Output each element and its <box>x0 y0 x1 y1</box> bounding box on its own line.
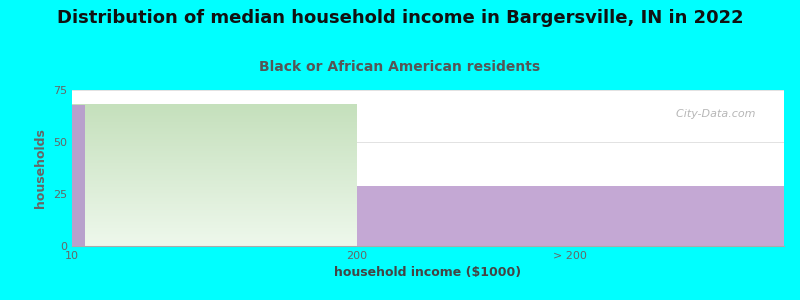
Text: Black or African American residents: Black or African American residents <box>259 60 541 74</box>
Bar <box>357 186 784 246</box>
X-axis label: household income ($1000): household income ($1000) <box>334 266 522 279</box>
Y-axis label: households: households <box>34 128 47 208</box>
Text: Distribution of median household income in Bargersville, IN in 2022: Distribution of median household income … <box>57 9 743 27</box>
Bar <box>72 105 85 246</box>
Text: City-Data.com: City-Data.com <box>669 109 755 119</box>
